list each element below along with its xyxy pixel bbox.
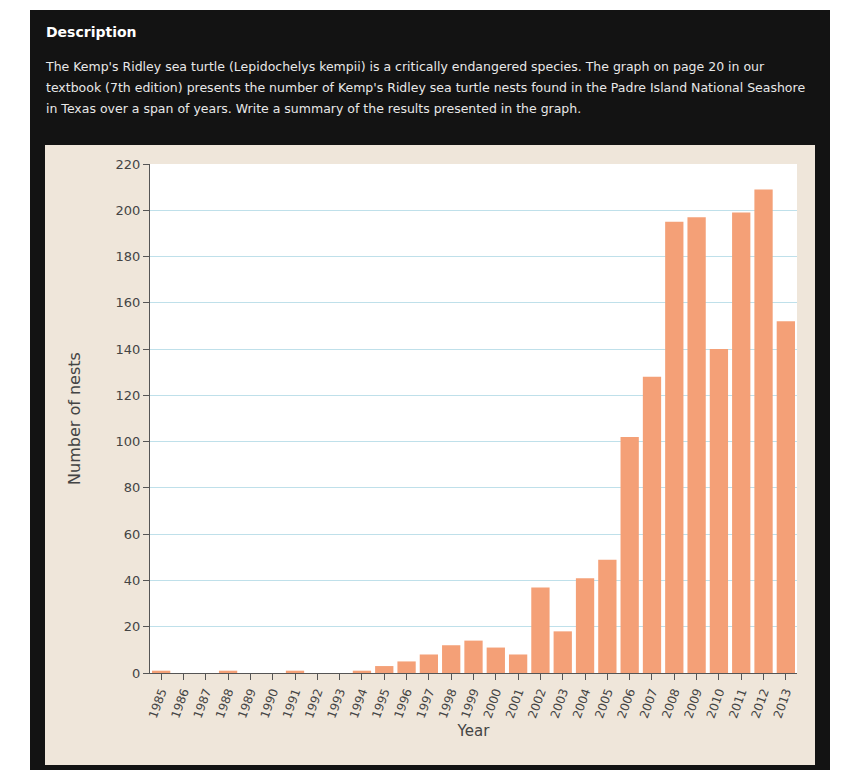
svg-text:2013: 2013 — [771, 687, 795, 720]
svg-text:80: 80 — [124, 480, 141, 495]
svg-text:140: 140 — [116, 342, 141, 357]
svg-text:2010: 2010 — [704, 687, 728, 720]
svg-text:1994: 1994 — [347, 687, 371, 720]
svg-text:2005: 2005 — [592, 687, 616, 720]
svg-text:1999: 1999 — [458, 687, 482, 720]
svg-text:1987: 1987 — [191, 687, 215, 720]
svg-text:20: 20 — [124, 619, 141, 634]
svg-text:2011: 2011 — [726, 687, 750, 720]
svg-text:1993: 1993 — [324, 687, 348, 720]
svg-text:1998: 1998 — [436, 687, 460, 720]
svg-text:2007: 2007 — [637, 687, 661, 720]
svg-text:220: 220 — [116, 157, 141, 172]
svg-text:200: 200 — [116, 203, 141, 218]
svg-text:1985: 1985 — [146, 687, 170, 720]
svg-text:2002: 2002 — [525, 687, 549, 720]
svg-text:0: 0 — [132, 666, 140, 681]
svg-text:60: 60 — [124, 527, 141, 542]
svg-text:2012: 2012 — [748, 687, 772, 720]
svg-text:2006: 2006 — [615, 687, 639, 720]
svg-text:40: 40 — [124, 573, 141, 588]
svg-text:1986: 1986 — [168, 687, 192, 720]
html-text:The Kemp's Ridley sea turtle (: The Kemp's Ridley sea turtle (Lepidochel… — [46, 59, 806, 116]
svg-text:2004: 2004 — [570, 687, 594, 720]
svg-text:160: 160 — [116, 295, 141, 310]
svg-text:1988: 1988 — [213, 687, 237, 720]
svg-text:Year: Year — [457, 722, 491, 740]
svg-text:Number of nests: Number of nests — [65, 352, 84, 485]
svg-text:1990: 1990 — [258, 687, 282, 720]
html-text:Description: Description — [46, 24, 137, 40]
svg-text:2003: 2003 — [548, 687, 572, 720]
svg-text:1989: 1989 — [235, 687, 259, 720]
svg-text:2001: 2001 — [503, 687, 527, 720]
svg-text:120: 120 — [116, 388, 141, 403]
svg-text:2009: 2009 — [681, 687, 705, 720]
svg-text:1992: 1992 — [302, 687, 326, 720]
svg-text:100: 100 — [116, 434, 141, 449]
svg-text:1991: 1991 — [280, 687, 304, 720]
svg-text:1996: 1996 — [391, 687, 415, 720]
svg-text:1995: 1995 — [369, 687, 393, 720]
svg-text:180: 180 — [116, 249, 141, 264]
svg-text:2008: 2008 — [659, 687, 683, 720]
svg-text:2000: 2000 — [481, 687, 505, 720]
svg-text:1997: 1997 — [414, 687, 438, 720]
